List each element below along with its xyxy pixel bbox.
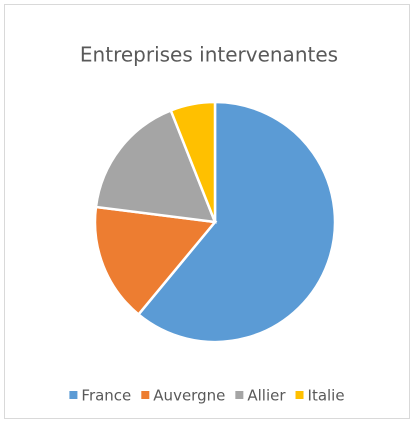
legend-swatch [69, 391, 78, 399]
pie-slice [94, 108, 217, 224]
pie-slice [136, 100, 337, 344]
pie-slice [169, 100, 217, 223]
legend-label: France [81, 387, 131, 405]
legend-label: Auvergne [153, 387, 225, 405]
legend-label: Italie [308, 387, 345, 405]
legend-swatch [235, 391, 244, 399]
legend-swatch [295, 391, 304, 399]
legend-label: Allier [247, 387, 286, 405]
pie-slice [93, 205, 218, 317]
chart-title: Entreprises intervenantes [80, 43, 338, 67]
legend-swatch [141, 391, 150, 399]
